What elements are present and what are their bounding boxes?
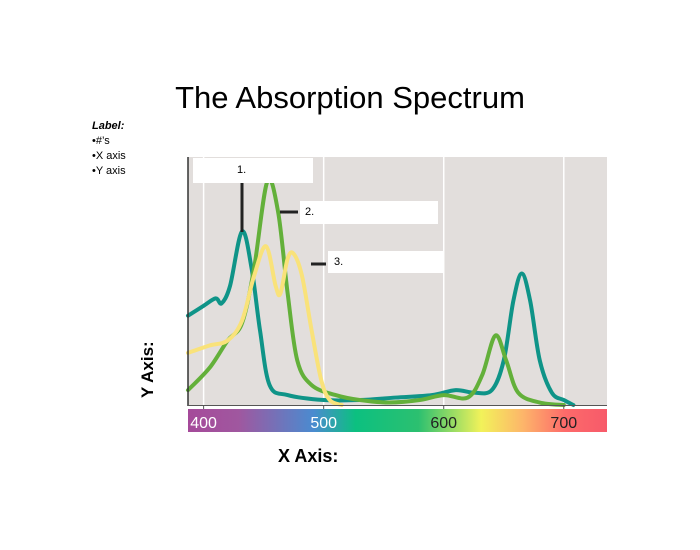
slide-title: The Absorption Spectrum [175, 80, 525, 115]
callout-label-3: 3. [334, 256, 344, 268]
series-line-3 [186, 244, 344, 407]
label-instructions: Label: •#’s •X axis •Y axis [92, 119, 126, 179]
series-line-1 [186, 229, 576, 407]
plot-area [188, 157, 607, 405]
y-axis-prompt: Y Axis: [138, 341, 157, 398]
label-item: •Y axis [92, 165, 126, 177]
label-item: •X axis [92, 150, 126, 162]
callout-box-1: 1. [193, 158, 313, 183]
callout-box-2: 2. [300, 201, 438, 224]
label-item: •#’s [92, 135, 110, 147]
label-heading: Label: [92, 120, 125, 132]
x-tick-label: 600 [430, 415, 457, 432]
callout-label-1: 1. [237, 164, 247, 176]
x-tick-label: 400 [190, 415, 217, 432]
visible-spectrum-bar [188, 409, 607, 432]
x-axis-prompt: X Axis: [278, 446, 339, 466]
callout-box-3: 3. [328, 251, 444, 273]
x-tick-label: 500 [310, 415, 337, 432]
callout-label-2: 2. [305, 206, 315, 218]
x-tick-label: 700 [550, 415, 577, 432]
